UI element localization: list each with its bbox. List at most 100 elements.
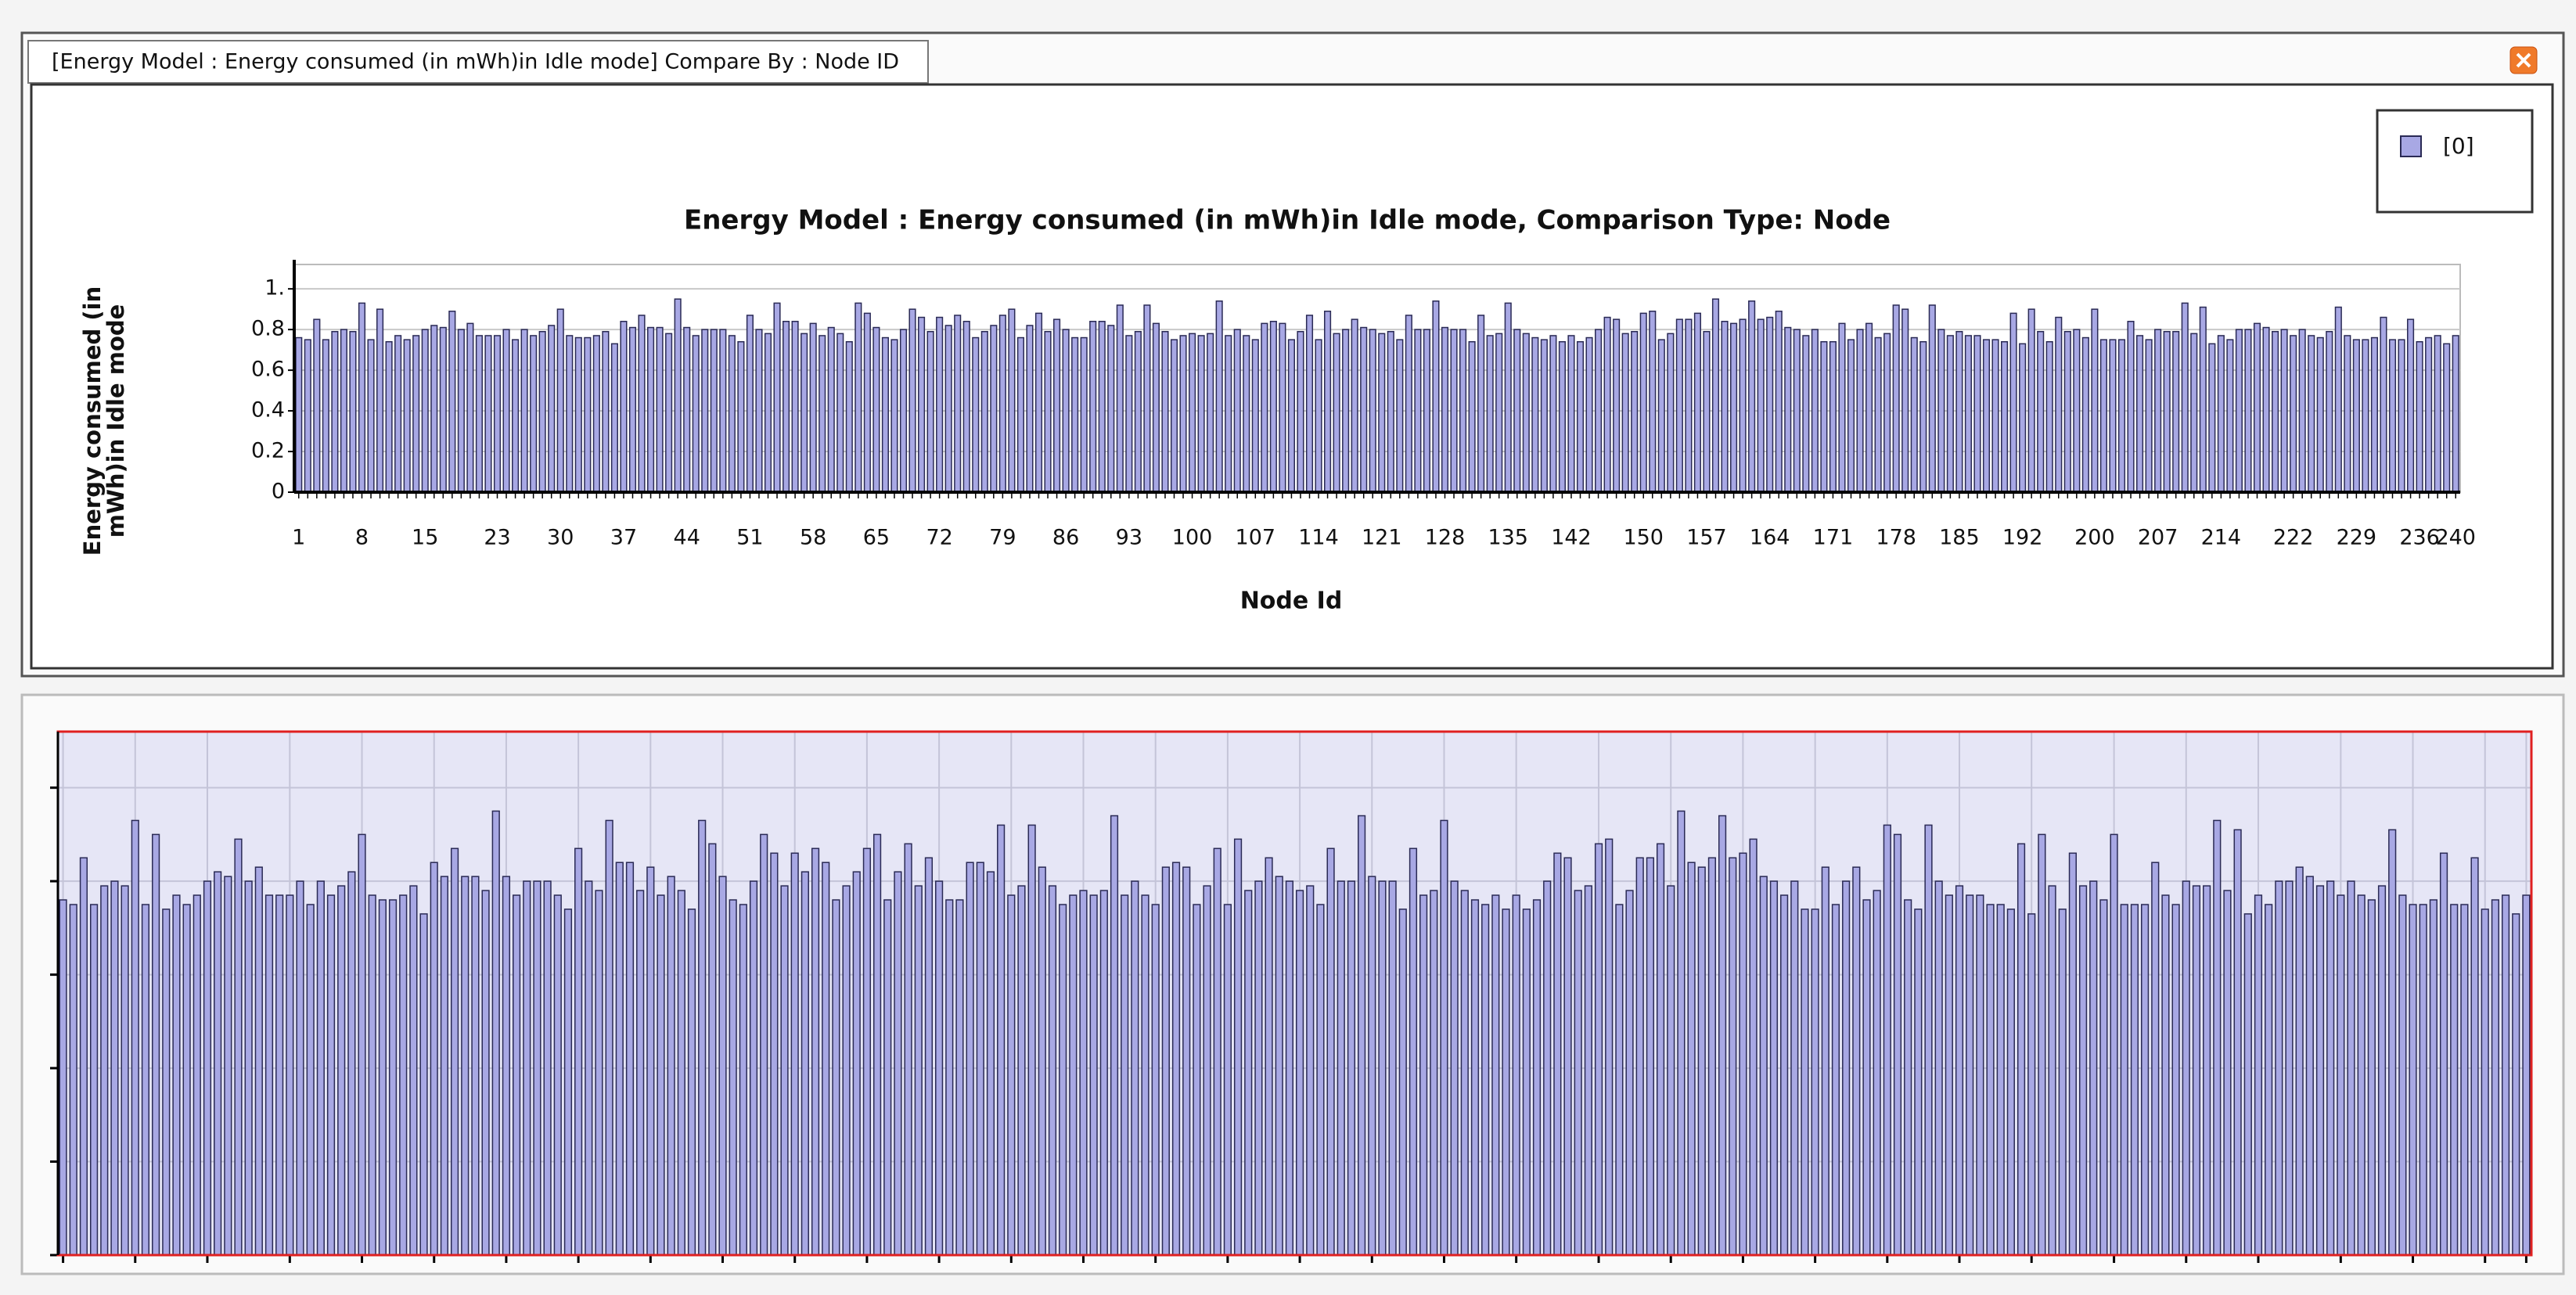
x-tick-label: 51 [736,526,763,550]
bar [1739,852,1747,1256]
bar [2235,329,2243,493]
bar [1973,335,1981,493]
bar [836,333,844,493]
bar [548,325,556,493]
bar [1430,890,1438,1256]
bar [1649,311,1657,493]
bar [1721,321,1729,493]
bar [1071,336,1079,493]
tab[interactable] [27,40,929,84]
bar [1976,894,1984,1256]
bar [620,321,628,493]
bar [2450,904,2459,1256]
bar [59,899,67,1256]
bar [764,333,772,493]
bar [2217,335,2225,493]
bar [2244,329,2252,493]
bar [192,894,201,1256]
bar [1646,857,1654,1256]
bar [602,330,610,493]
bar [337,885,346,1256]
bar [2081,336,2089,493]
bar [1543,880,1552,1256]
bar [883,899,892,1256]
bar [399,894,408,1256]
bar [322,339,329,493]
bar [791,321,799,493]
bar [1423,329,1430,493]
x-tick-label: 229 [2337,526,2377,550]
bar [340,329,347,493]
bar [1337,880,1345,1256]
bar [1143,304,1151,493]
bar [1378,880,1387,1256]
bar [1549,335,1557,493]
bar [1243,335,1250,493]
x-tick-label: 171 [1813,526,1854,550]
close-icon [2516,52,2531,68]
bar [1574,890,1582,1256]
bar [1820,340,1828,493]
bar [1215,300,1223,493]
bar [2377,885,2387,1256]
bar [1955,330,1963,493]
legend [2376,109,2534,214]
bar [2416,340,2423,493]
bar [1099,890,1108,1256]
x-tick-label: 178 [1876,526,1916,550]
x-tick-label: 121 [1362,526,1402,550]
bar [976,862,984,1256]
bar [718,876,727,1256]
y-tick-label: 0.8 [251,317,285,341]
bar [1522,333,1530,493]
bar [419,913,428,1256]
bar [461,876,470,1256]
bar [2226,339,2234,493]
bar [1625,890,1634,1256]
bar [1197,335,1205,493]
bar [1079,890,1088,1256]
bar [1223,904,1232,1256]
bar [2388,829,2397,1256]
bar [1161,866,1170,1256]
bar [1459,329,1467,493]
chart-title: Energy Model : Energy consumed (in mWh)i… [684,205,1891,236]
bar [657,894,665,1256]
bar [172,894,181,1256]
bar [2120,904,2128,1256]
x-tick-label: 114 [1298,526,1339,550]
bar [512,339,520,493]
bar [918,316,926,493]
bar [388,899,398,1256]
bar [698,819,707,1256]
bar [854,302,862,493]
bar [1110,815,1119,1256]
bar [2425,336,2433,493]
bar [1862,899,1871,1256]
bar [1982,339,1991,493]
bar [368,894,376,1256]
bar [376,308,384,493]
x-axis-label: Node Id [1240,588,1343,615]
bar [2192,885,2201,1256]
bar [656,326,664,493]
bar [110,880,119,1256]
bar [1265,857,1273,1256]
bar [2253,322,2261,493]
bar [2272,330,2279,493]
bar [862,847,872,1256]
bar [244,880,253,1256]
bar [2213,819,2222,1256]
bar [1007,894,1016,1256]
bar [584,336,592,493]
bar [1316,904,1325,1256]
bar [1193,904,1201,1256]
bar [79,857,88,1256]
bar [502,876,511,1256]
x-tick-label: 30 [547,526,574,550]
bar [385,340,393,493]
bar [1966,894,1974,1256]
bar [990,325,998,493]
x-tick-label: 65 [863,526,890,550]
x-tick-label: 86 [1052,526,1079,550]
